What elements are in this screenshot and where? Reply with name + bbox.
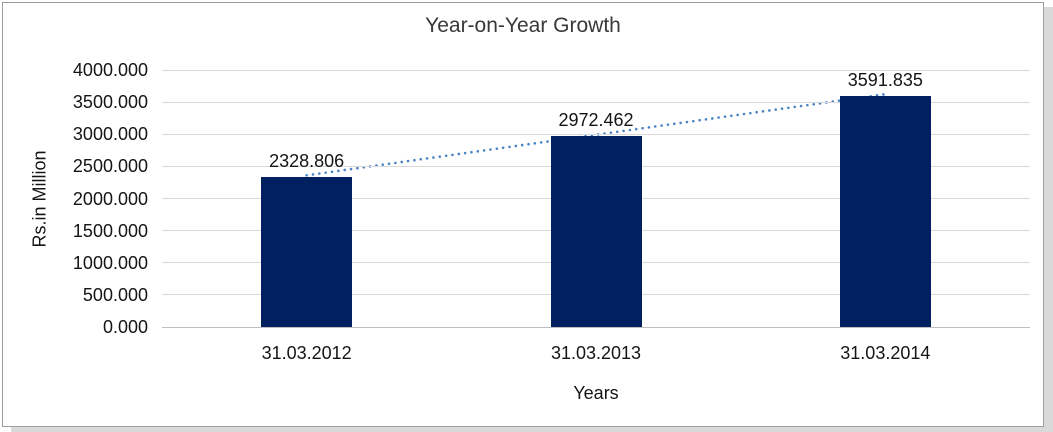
- y-tick-label: 2000.000: [72, 188, 148, 209]
- x-axis-title: Years: [573, 383, 619, 403]
- y-tick-label: 1000.000: [72, 252, 148, 273]
- bar-data-label: 3591.835: [847, 70, 923, 91]
- x-tick-label: 31.03.2014: [840, 343, 931, 363]
- gridline: [162, 69, 1030, 71]
- y-tick-label: 3000.000: [72, 124, 148, 145]
- y-tick-label: 3500.000: [72, 92, 148, 113]
- x-tick-label: 31.03.2012: [261, 343, 352, 363]
- x-tick-label: 31.03.2013: [550, 343, 642, 363]
- gridline: [162, 101, 1030, 103]
- y-tick-label: 4000.000: [72, 60, 148, 80]
- y-tick-label: 2500.000: [72, 156, 148, 177]
- y-tick-label: 500.000: [82, 284, 148, 305]
- bar: [839, 96, 931, 327]
- chart-frame: Year-on-Year Growth Rs.in Million Years …: [2, 2, 1044, 427]
- bar-data-label: 2328.806: [269, 151, 345, 172]
- gridline: [162, 133, 1030, 135]
- y-tick-label: 1500.000: [72, 220, 148, 241]
- bar: [261, 177, 353, 327]
- bar: [550, 136, 642, 327]
- y-tick-label: 0.000: [102, 317, 148, 337]
- gridline: [162, 326, 1030, 328]
- chart-title: Year-on-Year Growth: [425, 14, 621, 37]
- bar-data-label: 2972.462: [558, 110, 634, 131]
